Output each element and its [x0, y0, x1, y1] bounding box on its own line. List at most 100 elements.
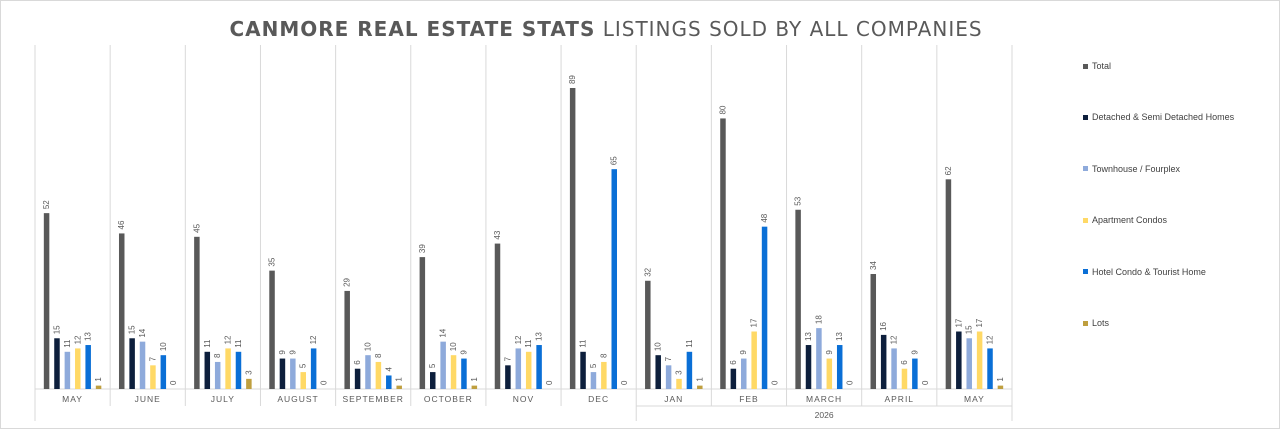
legend-label: Lots	[1092, 318, 1109, 328]
data-label: 34	[869, 261, 878, 270]
data-label: 46	[117, 220, 126, 229]
x-tick-label: JAN	[664, 394, 683, 404]
data-label: 18	[814, 315, 823, 324]
data-label: 3	[244, 370, 253, 375]
bar	[806, 345, 812, 389]
legend-item: Total	[1083, 61, 1111, 71]
data-label: 89	[568, 75, 577, 84]
bar	[215, 362, 221, 389]
bar	[987, 348, 993, 389]
bar	[129, 338, 135, 389]
data-label: 11	[63, 339, 72, 348]
bar	[194, 237, 200, 389]
bar	[881, 335, 887, 389]
x-tick-label: FEB	[739, 394, 759, 404]
data-label: 65	[610, 156, 619, 165]
data-label: 0	[320, 380, 329, 385]
bar	[741, 359, 747, 389]
legend-label: Total	[1092, 61, 1111, 71]
bar	[472, 386, 478, 389]
data-label: 5	[428, 363, 437, 368]
data-label: 4	[384, 366, 393, 371]
bar	[119, 233, 125, 389]
data-label: 0	[770, 380, 779, 385]
data-label: 7	[503, 356, 512, 361]
data-label: 11	[234, 339, 243, 348]
legend-swatch	[1083, 321, 1088, 326]
bar	[495, 244, 501, 389]
data-label: 80	[718, 105, 727, 114]
legend-swatch	[1083, 166, 1088, 171]
x-tick-label: OCTOBER	[424, 394, 473, 404]
bar	[666, 365, 672, 389]
bar	[461, 359, 467, 389]
data-label: 15	[52, 325, 61, 334]
legend-label: Apartment Condos	[1092, 215, 1167, 225]
bar	[795, 210, 801, 389]
bar	[676, 379, 682, 389]
data-label: 17	[750, 318, 759, 327]
data-label: 53	[794, 196, 803, 205]
data-label: 6	[353, 360, 362, 365]
bar	[687, 352, 693, 389]
legend-swatch	[1083, 64, 1088, 69]
data-label: 48	[760, 213, 769, 222]
x-tick-label: NOV	[513, 394, 534, 404]
bar	[720, 118, 726, 389]
bar	[75, 348, 81, 389]
legend-label: Hotel Condo & Tourist Home	[1092, 267, 1206, 277]
data-label: 43	[493, 230, 502, 239]
bar	[816, 328, 822, 389]
bar	[966, 338, 972, 389]
data-label: 12	[309, 335, 318, 344]
bar	[246, 379, 252, 389]
data-label: 10	[449, 342, 458, 351]
x-tick-label: AUGUST	[277, 394, 318, 404]
bar	[344, 291, 350, 389]
data-label: 0	[846, 380, 855, 385]
data-label: 11	[524, 339, 533, 348]
bar	[280, 359, 286, 389]
data-label: 12	[73, 335, 82, 344]
data-label: 11	[579, 339, 588, 348]
bar	[655, 355, 661, 389]
bar	[998, 386, 1004, 389]
x-tick-label: JUNE	[135, 394, 161, 404]
bar	[891, 348, 897, 389]
year-label: 2026	[815, 410, 834, 420]
bar	[205, 352, 211, 389]
data-label: 7	[664, 356, 673, 361]
x-tick-label: JULY	[211, 394, 235, 404]
data-label: 8	[374, 353, 383, 358]
x-tick-label: DEC	[588, 394, 609, 404]
data-label: 7	[148, 356, 157, 361]
data-label: 11	[685, 339, 694, 348]
bar	[65, 352, 71, 389]
data-label: 10	[159, 342, 168, 351]
bar	[751, 332, 757, 389]
legend-item: Townhouse / Fourplex	[1083, 164, 1180, 174]
bar	[355, 369, 361, 389]
data-label: 0	[921, 380, 930, 385]
x-tick-label: MARCH	[806, 394, 842, 404]
data-label: 13	[804, 332, 813, 341]
bar	[731, 369, 737, 389]
bar	[269, 271, 275, 389]
bar	[386, 375, 392, 389]
bar	[612, 169, 618, 389]
bar	[54, 338, 60, 389]
bar	[290, 359, 296, 389]
bar	[827, 359, 833, 389]
bar	[871, 274, 877, 389]
data-label: 10	[363, 342, 372, 351]
x-tick-label: APRIL	[884, 394, 914, 404]
x-tick-label: MAY	[62, 394, 83, 404]
bar	[570, 88, 576, 389]
legend-swatch	[1083, 269, 1088, 274]
legend-item: Detached & Semi Detached Homes	[1083, 112, 1234, 122]
bar	[96, 386, 102, 389]
data-label: 10	[654, 342, 663, 351]
bar	[150, 365, 156, 389]
bar	[420, 257, 426, 389]
data-label: 35	[268, 257, 277, 266]
